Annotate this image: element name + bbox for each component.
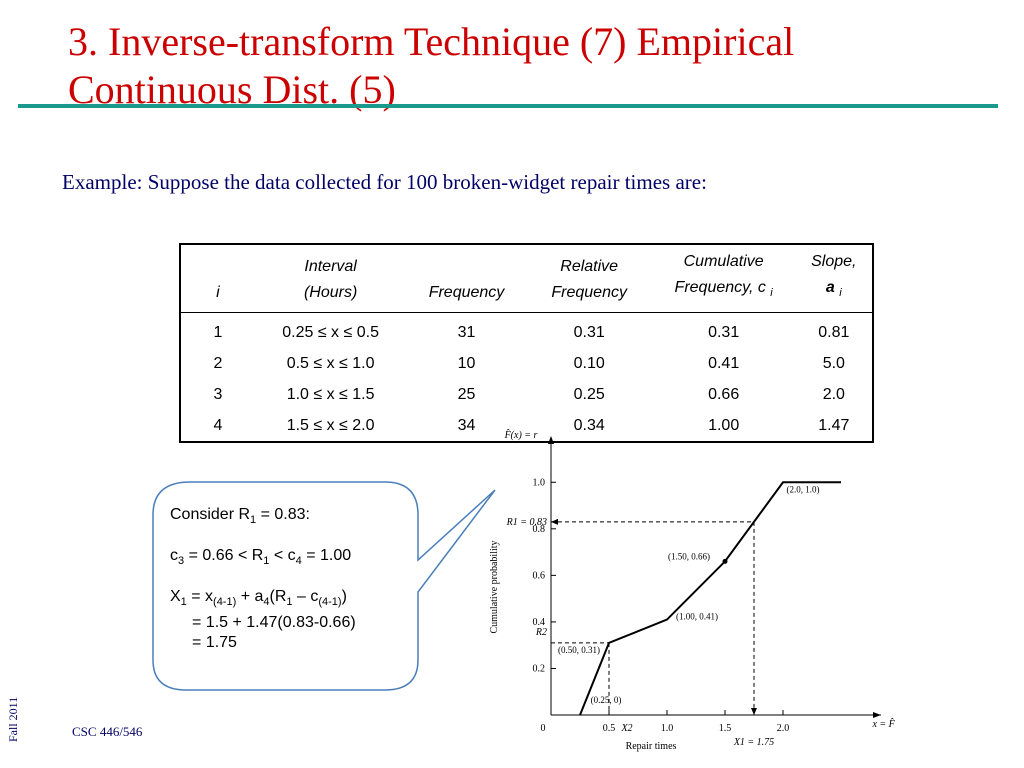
cdf-chart: 0 0.5 1.0 1.5 2.0 0.2 0.4 0.6 0.8 1.0 F̂(x) = r x =… bbox=[489, 428, 896, 752]
r1-arrow bbox=[551, 518, 558, 525]
y-tick-label: 0.4 bbox=[533, 617, 546, 628]
cell-interval: 0.25 ≤ x ≤ 0.5 bbox=[282, 323, 379, 341]
intro-text: Example: Suppose the data collected for … bbox=[62, 170, 707, 194]
table-row: 4 1.5 ≤ x ≤ 2.0 34 0.34 1.00 1.47 bbox=[180, 410, 873, 442]
cell-relative: 0.10 bbox=[573, 354, 605, 372]
cell-frequency: 34 bbox=[457, 416, 476, 434]
x2-label: X2 bbox=[620, 723, 632, 734]
callout-line-2: c3 = 0.66 < R1 < c4 = 1.00 bbox=[170, 547, 352, 568]
cell-cumulative: 0.66 bbox=[708, 385, 740, 403]
callout-line-1: Consider R1 = 0.83: bbox=[170, 506, 310, 527]
y-tick-label: 0.6 bbox=[533, 570, 546, 581]
point-label: (2.0, 1.0) bbox=[787, 484, 820, 494]
y-title: Cumulative probability bbox=[489, 540, 500, 633]
y-axis-label: F̂(x) = r bbox=[504, 428, 538, 441]
cell-interval: 1.0 ≤ x ≤ 1.5 bbox=[286, 385, 375, 403]
cell-frequency: 25 bbox=[457, 385, 476, 403]
point-label: (1.00, 0.41) bbox=[676, 612, 718, 622]
callout-text: Consider R1 = 0.83: c3 = 0.66 < R1 < c4 … bbox=[170, 505, 410, 653]
cell-slope: 1.47 bbox=[818, 416, 850, 434]
cdf-line bbox=[579, 481, 841, 716]
table-row: 2 0.5 ≤ x ≤ 1.0 10 0.10 0.41 5.0 bbox=[180, 348, 873, 379]
x1-arrow bbox=[751, 708, 757, 715]
x-axis-label: x = F̂⁻¹(r) bbox=[871, 717, 896, 730]
cell-cumulative: 0.31 bbox=[708, 323, 740, 341]
cell-relative: 0.25 bbox=[573, 385, 605, 403]
header-interval: Interval (Hours) bbox=[303, 258, 358, 302]
x1-label: X1 = 1.75 bbox=[733, 737, 774, 748]
r2-label: R2 bbox=[535, 627, 547, 638]
title-divider bbox=[18, 104, 998, 108]
point-label: (0.50, 0.31) bbox=[558, 645, 600, 655]
cell-cumulative: 1.00 bbox=[708, 416, 740, 434]
point-label: (0.25, 0) bbox=[591, 695, 622, 705]
frequency-table: i Interval (Hours) Frequency Relative Freq… bbox=[179, 243, 874, 444]
cell-cumulative: 0.41 bbox=[708, 354, 740, 372]
x-tick-label: 0.5 bbox=[603, 723, 616, 734]
data-point-marker bbox=[722, 558, 728, 564]
r1-label: R1 = 0.83 bbox=[506, 517, 547, 528]
cell-frequency: 31 bbox=[457, 323, 476, 341]
title-line-1: 3. Inverse-transform Technique (7) Empir… bbox=[68, 19, 795, 64]
table-header-row: i Interval (Hours) Frequency Relative Freq… bbox=[180, 244, 873, 313]
callout-line-4: = 1.5 + 1.47(0.83-0.66) bbox=[192, 613, 356, 631]
cell-slope: 0.81 bbox=[818, 323, 850, 341]
cell-slope: 2.0 bbox=[822, 385, 845, 403]
slide-title: 3. Inverse-transform Technique (7) Empir… bbox=[68, 18, 968, 114]
point-label: (1.50, 0.66) bbox=[668, 551, 710, 561]
cell-relative: 0.31 bbox=[573, 323, 605, 341]
x-title: Repair times bbox=[626, 741, 677, 752]
y-tick-label: 1.0 bbox=[533, 477, 546, 488]
cell-i: 4 bbox=[213, 416, 223, 434]
cell-frequency: 10 bbox=[457, 354, 476, 372]
header-relative: Relative Frequency bbox=[551, 258, 627, 302]
table-row: 3 1.0 ≤ x ≤ 1.5 25 0.25 0.66 2.0 bbox=[180, 379, 873, 410]
y-axis-arrow bbox=[548, 436, 554, 444]
cell-i: 3 bbox=[213, 385, 223, 403]
callout-line-5: = 1.75 bbox=[192, 633, 237, 651]
x-tick-label: 0 bbox=[541, 723, 546, 734]
x-tick-label: 2.0 bbox=[777, 723, 790, 734]
cell-relative: 0.34 bbox=[573, 416, 605, 434]
cell-i: 2 bbox=[213, 354, 223, 372]
header-i: i bbox=[216, 284, 220, 302]
footer-course: CSC 446/546 bbox=[72, 724, 143, 739]
y-tick-label: 0.2 bbox=[533, 663, 546, 674]
cell-slope: 5.0 bbox=[822, 354, 845, 372]
callout-line-3: X1 = x(4-1) + a4(R1 – c(4-1)) bbox=[170, 588, 347, 609]
cell-i: 1 bbox=[213, 323, 223, 341]
x-tick-label: 1.5 bbox=[719, 723, 732, 734]
y-tick-label: 0.8 bbox=[533, 524, 546, 535]
header-slope: Slope, a i bbox=[811, 253, 857, 300]
header-cumulative: Cumulative Frequency, c i bbox=[674, 253, 773, 300]
header-frequency: Frequency bbox=[428, 284, 505, 302]
x-axis-arrow bbox=[873, 712, 881, 718]
x-tick-label: 1.0 bbox=[661, 723, 674, 734]
footer-term: Fall 2011 bbox=[6, 696, 20, 742]
table-row: 1 0.25 ≤ x ≤ 0.5 31 0.31 0.31 0.81 bbox=[180, 313, 873, 349]
cell-interval: 0.5 ≤ x ≤ 1.0 bbox=[286, 354, 375, 372]
cell-interval: 1.5 ≤ x ≤ 2.0 bbox=[286, 416, 375, 434]
